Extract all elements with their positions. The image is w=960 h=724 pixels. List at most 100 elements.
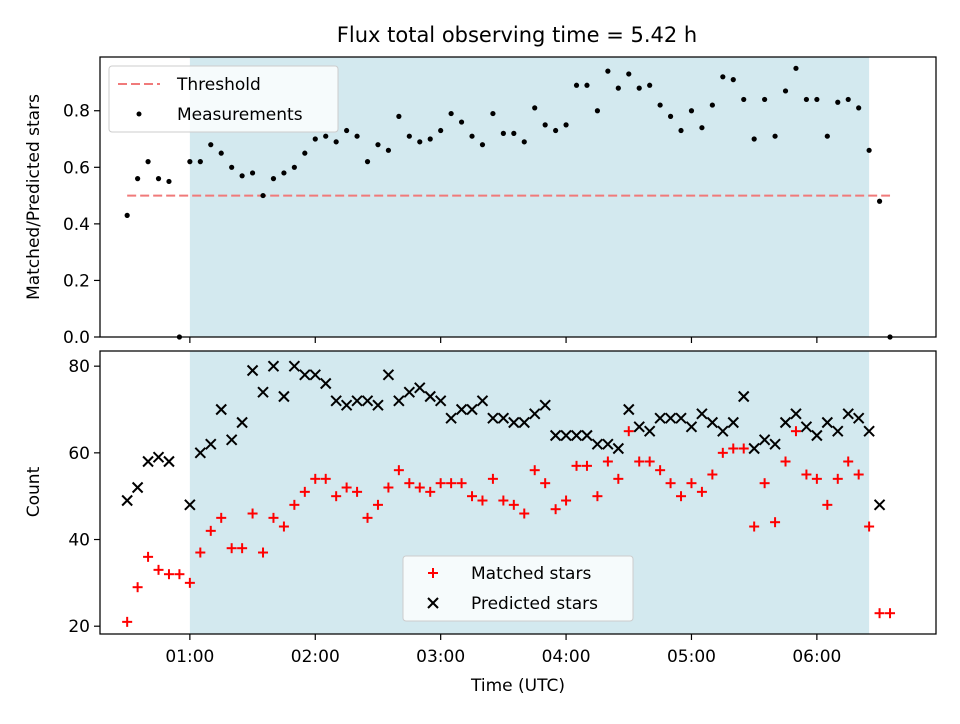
measurement-point <box>803 96 810 103</box>
y-tick-label: 0.2 <box>63 271 90 291</box>
matched-star-point <box>258 547 269 558</box>
predicted-star-point <box>790 408 802 420</box>
predicted-star-point <box>811 429 823 442</box>
predicted-star-point <box>727 416 739 429</box>
matched-star-point <box>696 486 707 497</box>
measurement-point <box>615 85 621 91</box>
predicted-star-point <box>414 382 426 394</box>
measurement-point <box>500 130 506 136</box>
matched-star-point <box>686 478 697 489</box>
measurement-point <box>260 192 266 199</box>
matched-star-point <box>561 495 572 506</box>
matched-star-point <box>174 569 185 580</box>
measurement-point <box>782 88 789 94</box>
matched-star-point <box>383 482 394 493</box>
predicted-star-point <box>549 429 562 442</box>
predicted-star-point <box>309 369 321 381</box>
measurement-point <box>479 142 486 148</box>
matched-star-point <box>832 473 843 484</box>
matched-star-point <box>310 473 321 484</box>
predicted-star-point <box>372 399 384 411</box>
measurement-point <box>762 96 768 103</box>
top-x-ticks <box>189 337 818 343</box>
measurement-point <box>312 136 318 142</box>
measurement-point <box>323 133 329 139</box>
y-tick-label: 80 <box>68 357 90 377</box>
bottom-plot-frame <box>99 350 937 635</box>
measurement-point <box>270 176 277 182</box>
predicted-star-point <box>758 434 771 446</box>
matched-star-point <box>634 456 645 467</box>
matched-star-point <box>707 469 718 480</box>
matched-star-point <box>404 478 415 489</box>
matched-star-point <box>132 582 143 593</box>
predicted-star-point <box>685 421 698 433</box>
matched-star-point <box>550 504 561 515</box>
predicted-star-point <box>612 442 625 455</box>
y-tick-label: 0.6 <box>63 158 90 178</box>
matched-star-point <box>393 465 404 476</box>
measurement-point <box>281 170 287 176</box>
matched-star-point <box>790 426 801 437</box>
matched-star-point <box>676 491 687 502</box>
matched-star-point <box>143 551 154 562</box>
top-legend-box <box>108 65 339 133</box>
measurement-point <box>448 110 454 117</box>
measurement-point <box>239 173 245 179</box>
x-axis-label: Time (UTC) <box>470 676 565 696</box>
top-y-axis-label: Matched/Predicted stars <box>24 94 44 300</box>
predicted-star-point <box>529 408 541 420</box>
predicted-star-point <box>591 438 604 450</box>
matched-star-point <box>770 517 781 528</box>
measurement-point <box>772 133 778 139</box>
legend-predicted-label: Predicted stars <box>471 594 598 614</box>
predicted-star-point <box>508 416 520 429</box>
chart-title: Flux total observing time = 5.42 h <box>337 23 697 47</box>
matched-star-point <box>843 456 854 467</box>
predicted-star-point <box>299 369 311 381</box>
legend-predicted-swatch <box>427 597 439 609</box>
matched-star-point <box>811 473 822 484</box>
measurement-point <box>427 136 433 142</box>
predicted-star-point <box>800 421 813 433</box>
predicted-star-point <box>466 403 478 416</box>
measurement-point <box>876 198 883 204</box>
matched-star-point <box>205 525 216 536</box>
matched-star-point <box>414 482 425 493</box>
predicted-star-point <box>717 425 729 437</box>
measurement-point <box>626 71 632 77</box>
predicted-star-point <box>278 390 290 403</box>
matched-star-point <box>571 460 582 471</box>
predicted-star-point <box>487 412 499 424</box>
top-plot-frame <box>99 56 937 338</box>
predicted-star-point <box>351 395 363 407</box>
predicted-star-point <box>434 395 447 407</box>
predicted-star-point <box>602 438 614 450</box>
predicted-star-point <box>696 408 708 420</box>
matched-star-point <box>268 512 279 523</box>
predicted-star-point <box>257 386 269 398</box>
legend-plus-marker <box>428 568 438 578</box>
measurement-point <box>688 108 695 114</box>
predicted-star-point <box>842 408 854 420</box>
measurement-point <box>636 85 642 91</box>
matched-star-point <box>644 456 655 467</box>
legend-measurements-swatch <box>136 111 142 117</box>
predicted-star-point <box>570 429 583 442</box>
predicted-star-point <box>246 364 259 377</box>
y-tick-label: 0.0 <box>63 328 90 348</box>
legend-matched-label: Matched stars <box>471 564 591 584</box>
predicted-star-point <box>184 499 196 511</box>
y-tick-label: 0.4 <box>63 215 90 235</box>
predicted-star-point <box>330 395 342 407</box>
predicted-star-point <box>455 403 468 416</box>
matched-star-point <box>728 443 739 454</box>
matched-star-point <box>508 499 519 510</box>
predicted-star-point <box>163 455 175 468</box>
predicted-star-point <box>288 360 301 372</box>
measurement-point <box>532 105 538 111</box>
matched-star-point <box>613 473 624 484</box>
matched-star-point <box>237 543 248 554</box>
y-tick-label: 20 <box>68 617 90 637</box>
